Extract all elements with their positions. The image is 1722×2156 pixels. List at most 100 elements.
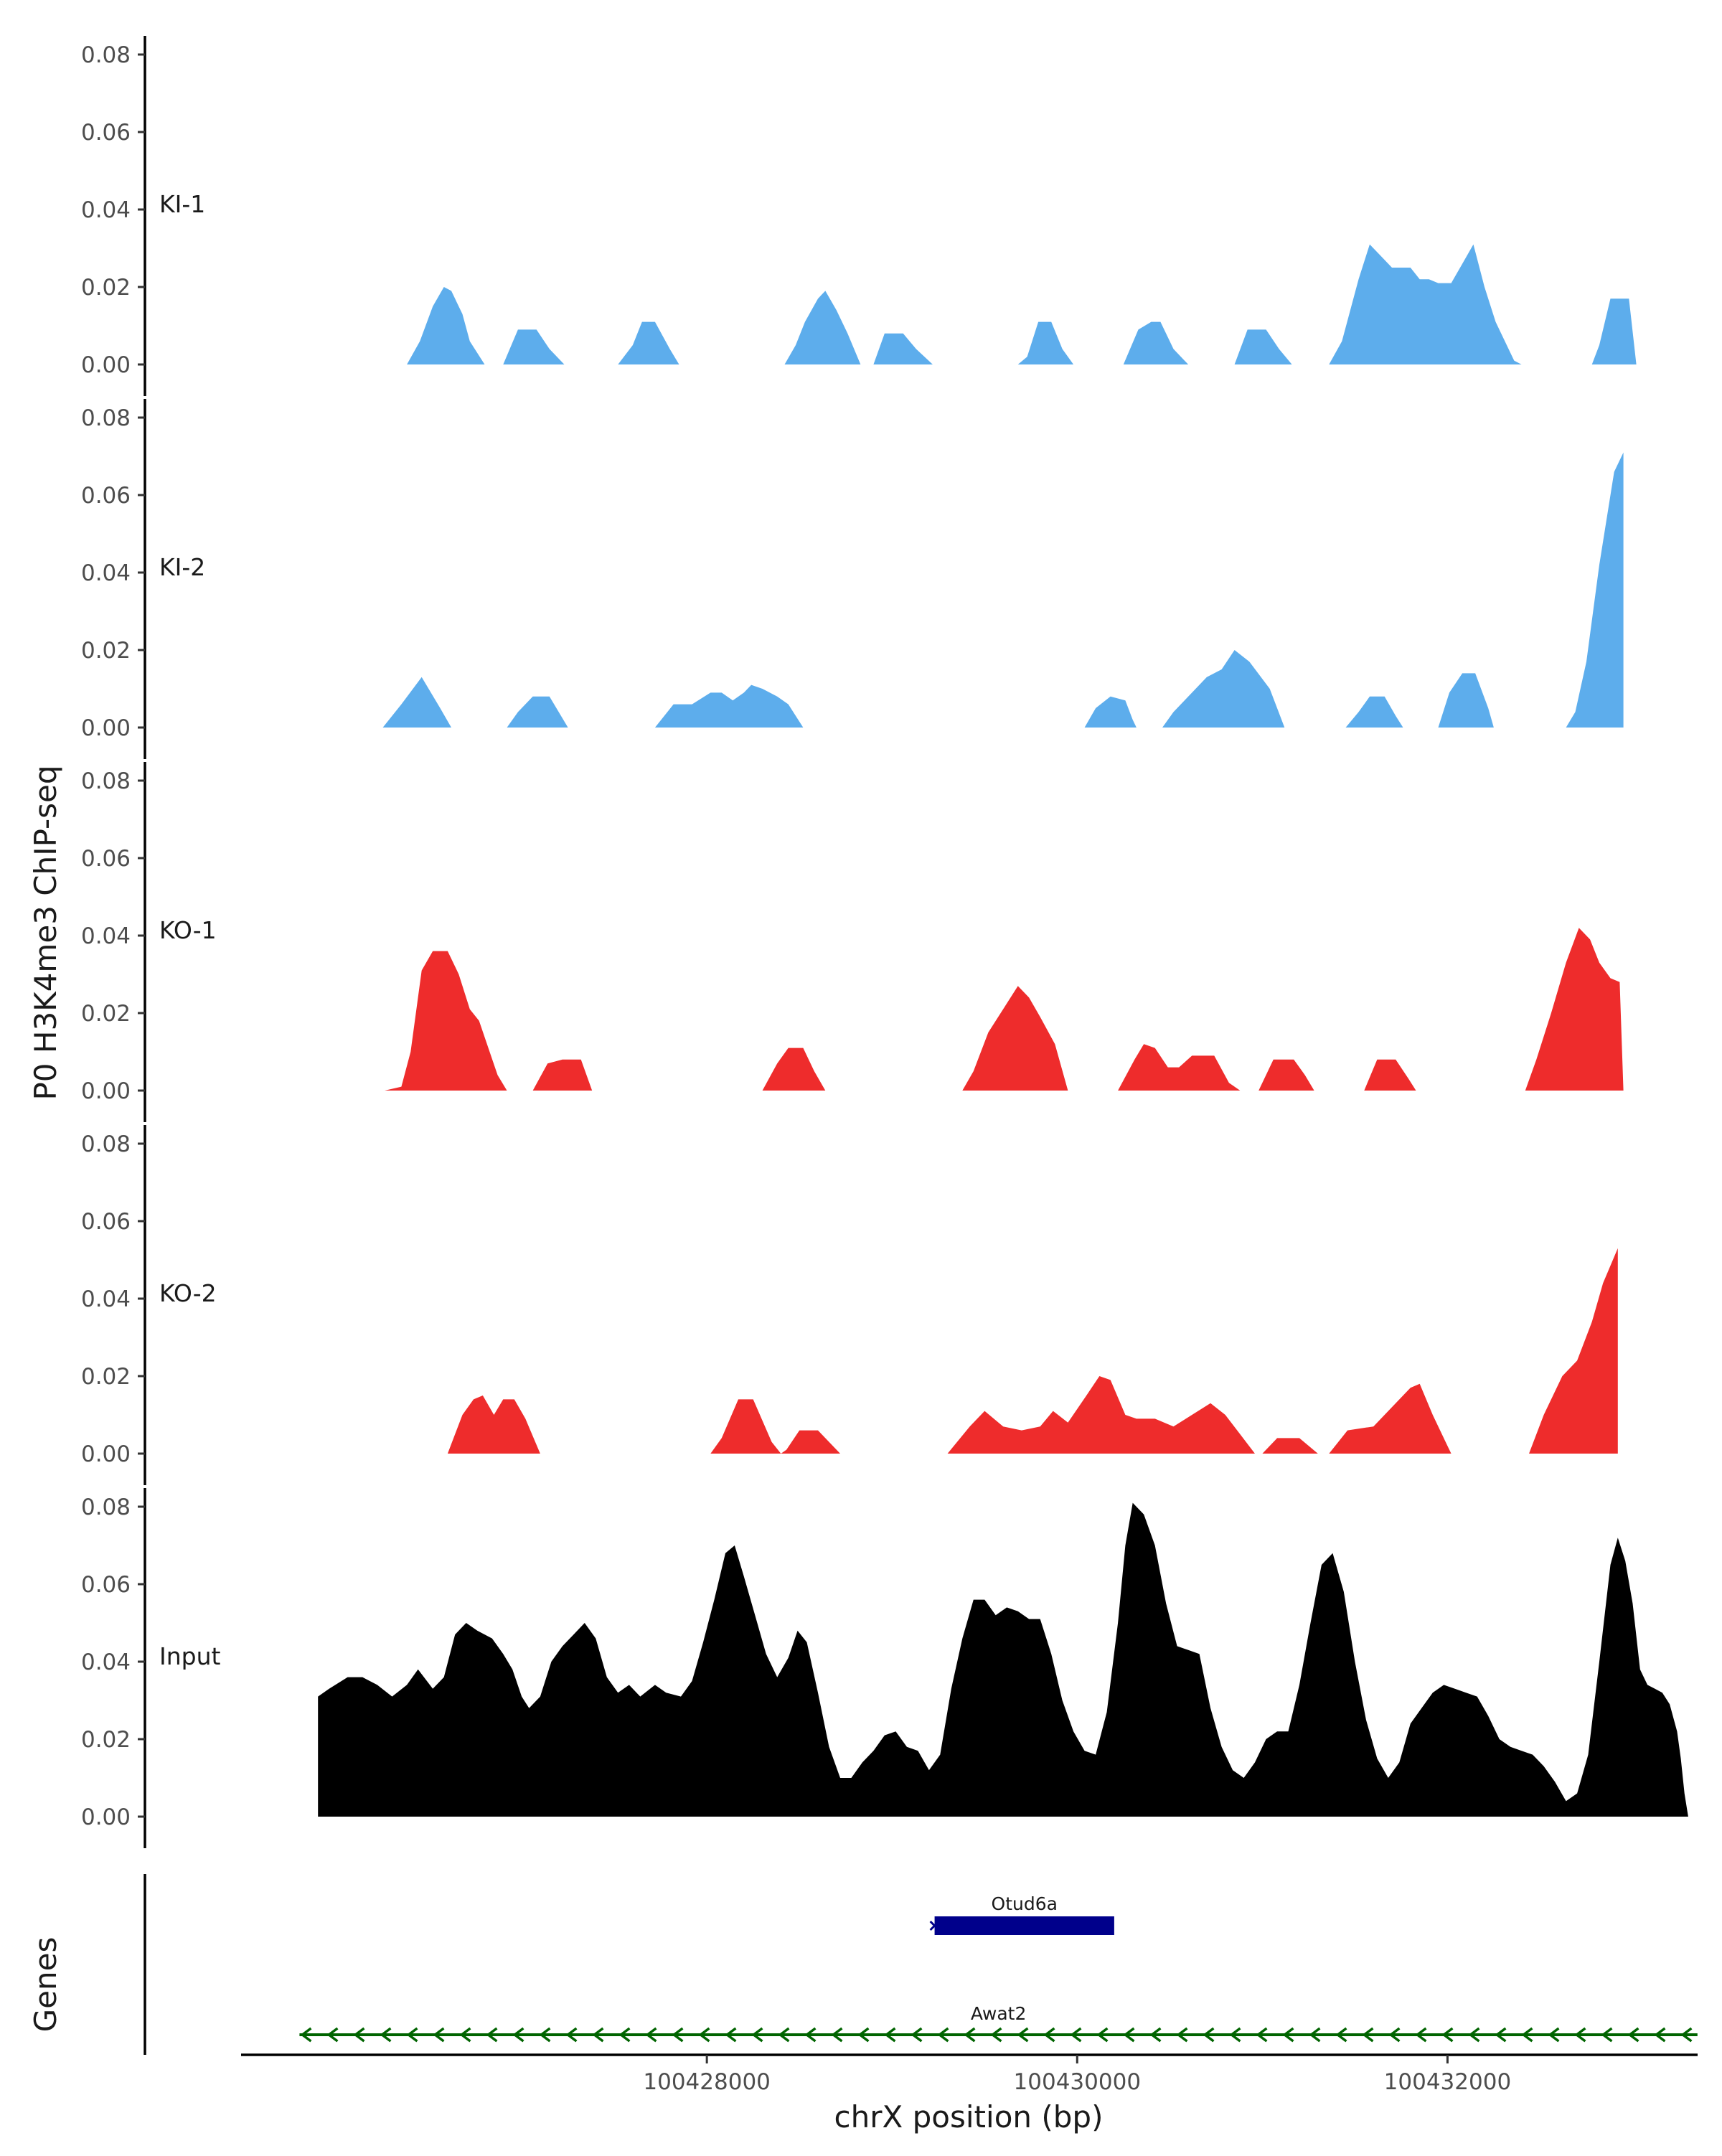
- y-tick-label: 0.04: [81, 1286, 131, 1312]
- y-tick-label: 0.04: [81, 560, 131, 586]
- x-tick-label: 100428000: [643, 2069, 771, 2095]
- strand-arrow: [672, 2027, 684, 2043]
- strand-arrow: [884, 2027, 896, 2043]
- x-tick-label: 100430000: [1014, 2069, 1142, 2095]
- strand-arrow: [1362, 2027, 1374, 2043]
- track-ki-1: 0.00 0.02 0.04 0.06 0.08 KI-1: [81, 36, 1637, 396]
- y-tick-label: 0.02: [81, 1727, 131, 1753]
- gene-label: Awat2: [971, 2003, 1027, 2024]
- strand-arrow: [1495, 2027, 1507, 2043]
- strand-arrow: [725, 2027, 737, 2043]
- area-input: [318, 1502, 1688, 1817]
- strand-arrow: [857, 2027, 870, 2043]
- track-ko-2: 0.00 0.02 0.04 0.06 0.08 KO-2: [81, 1125, 1618, 1485]
- area-ko-1: [385, 928, 1624, 1091]
- track-label-ko-2: KO-2: [159, 1279, 217, 1307]
- y-tick-label: 0.00: [81, 715, 131, 741]
- strand-arrow: [990, 2027, 1002, 2043]
- genes-title: Genes: [28, 1937, 63, 2033]
- x-axis: 100428000 100430000 100432000: [241, 2053, 1698, 2095]
- gene-awat2: Awat2: [299, 2003, 1698, 2043]
- strand-arrow: [804, 2027, 817, 2043]
- strand-arrow: [300, 2027, 312, 2043]
- strand-arrow: [1203, 2027, 1215, 2043]
- y-tick-label: 0.04: [81, 923, 131, 949]
- strand-arrow: [937, 2027, 949, 2043]
- y-tick-label: 0.08: [81, 42, 131, 68]
- y-tick-label: 0.08: [81, 768, 131, 794]
- strand-arrow: [1017, 2027, 1029, 2043]
- track-ki-2: 0.00 0.02 0.04 0.06 0.08 KI-2: [81, 399, 1624, 759]
- track-ko-1: 0.00 0.02 0.04 0.06 0.08 KO-1: [81, 762, 1624, 1122]
- strand-arrow: [380, 2027, 392, 2043]
- strand-arrow: [618, 2027, 631, 2043]
- y-tick-label: 0.04: [81, 1649, 131, 1675]
- strand-arrow: [1627, 2027, 1639, 2043]
- track-label-ki-1: KI-1: [159, 190, 205, 218]
- strand-arrow: [592, 2027, 604, 2043]
- strand-arrow: [406, 2027, 418, 2043]
- x-tick-label: 100432000: [1384, 2069, 1512, 2095]
- strand-arrow: [486, 2027, 498, 2043]
- strand-arrow: [1548, 2027, 1560, 2043]
- strand-arrow: [1680, 2027, 1693, 2043]
- strand-arrow: [1468, 2027, 1480, 2043]
- strand-arrow: [353, 2027, 365, 2043]
- y-tick-label: 0.06: [81, 1572, 131, 1598]
- strand-arrow: [1229, 2027, 1241, 2043]
- area-ki-1: [407, 244, 1637, 364]
- strand-arrow: [929, 1920, 940, 1931]
- strand-arrow: [1176, 2027, 1188, 2043]
- strand-arrow: [512, 2027, 524, 2043]
- strand-arrow: [433, 2027, 445, 2043]
- strand-arrow: [1388, 2027, 1401, 2043]
- strand-arrow: [1521, 2027, 1533, 2043]
- strand-arrow: [1256, 2027, 1268, 2043]
- strand-arrow: [1096, 2027, 1109, 2043]
- y-tick-label: 0.08: [81, 1131, 131, 1157]
- y-tick-label: 0.08: [81, 1494, 131, 1520]
- strand-arrow: [459, 2027, 471, 2043]
- area-ki-2: [382, 452, 1624, 728]
- y-tick-label: 0.00: [81, 1804, 131, 1830]
- y-tick-label: 0.02: [81, 638, 131, 664]
- strand-arrow: [645, 2027, 657, 2043]
- track-label-ko-1: KO-1: [159, 916, 217, 944]
- y-tick-label: 0.08: [81, 405, 131, 431]
- strand-arrow: [1282, 2027, 1294, 2043]
- strand-arrow: [1149, 2027, 1162, 2043]
- strand-arrow: [1309, 2027, 1321, 2043]
- strand-arrow: [326, 2027, 339, 2043]
- strand-arrow: [1601, 2027, 1613, 2043]
- y-tick-label: 0.06: [81, 846, 131, 872]
- strand-arrow: [964, 2027, 976, 2043]
- gene-otud6a: Otud6a: [929, 1893, 1114, 1935]
- strand-arrow: [1441, 2027, 1454, 2043]
- strand-arrow: [1070, 2027, 1082, 2043]
- track-label-ki-2: KI-2: [159, 553, 205, 581]
- strand-arrow: [911, 2027, 923, 2043]
- gene-body: [934, 1916, 1114, 1935]
- y-tick-label: 0.02: [81, 275, 131, 301]
- area-ko-2: [447, 1248, 1618, 1454]
- strand-arrow: [751, 2027, 763, 2043]
- strand-arrow: [698, 2027, 710, 2043]
- y-tick-label: 0.00: [81, 352, 131, 378]
- strand-arrow: [1654, 2027, 1666, 2043]
- y-tick-label: 0.02: [81, 1364, 131, 1390]
- strand-arrow: [831, 2027, 843, 2043]
- genes-panel: Genes Otud6a Awat2: [28, 1874, 1698, 2055]
- strand-arrow: [1574, 2027, 1586, 2043]
- strand-arrow: [778, 2027, 790, 2043]
- y-tick-label: 0.02: [81, 1001, 131, 1027]
- strand-arrow: [565, 2027, 578, 2043]
- strand-arrow: [1123, 2027, 1135, 2043]
- strand-arrow: [1415, 2027, 1427, 2043]
- y-tick-label: 0.04: [81, 197, 131, 223]
- track-label-input: Input: [159, 1642, 221, 1670]
- y-tick-label: 0.06: [81, 1209, 131, 1235]
- strand-arrow: [1043, 2027, 1055, 2043]
- y-axis-title: P0 H3K4me3 ChIP-seq: [28, 765, 63, 1100]
